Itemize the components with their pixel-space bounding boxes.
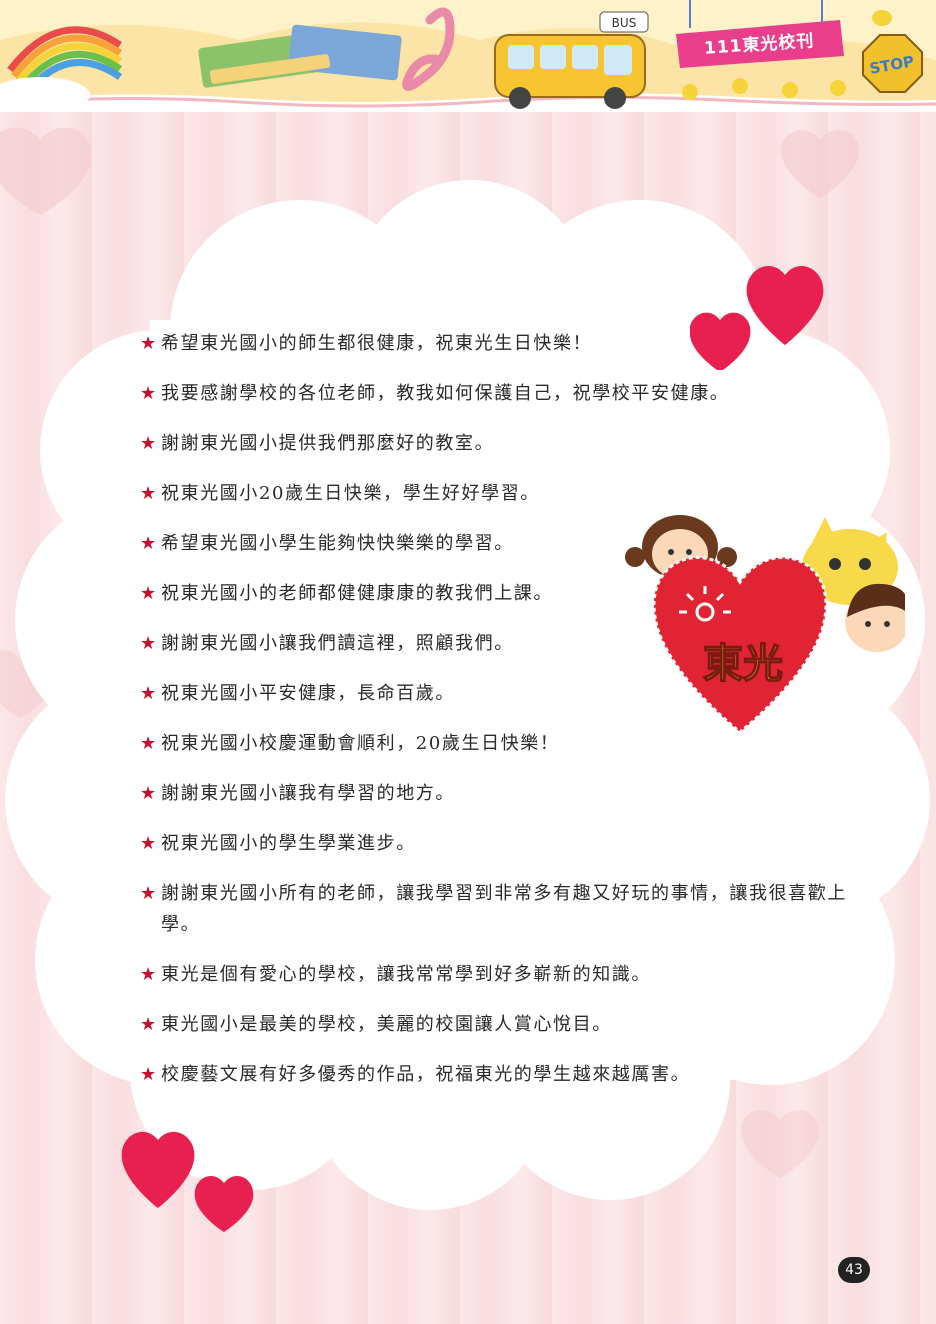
message-item: ★ 謝謝東光國小讓我們讀這裡，照顧我們。 <box>140 628 860 659</box>
message-item: ★ 校慶藝文展有好多優秀的作品，祝福東光的學生越來越厲害。 <box>140 1059 860 1090</box>
star-icon: ★ <box>140 733 158 754</box>
message-text: 祝東光國小校慶運動會順利，20歲生日快樂！ <box>161 733 560 754</box>
message-text: 希望東光國小的師生都很健康，祝東光生日快樂！ <box>161 333 593 354</box>
message-text: 謝謝東光國小所有的老師，讓我學習到非常多有趣又好玩的事情，讓我很喜歡上學。 <box>161 883 847 935</box>
issue-banner: 111東光校刊 <box>674 22 844 62</box>
star-icon: ★ <box>140 783 158 804</box>
message-text: 祝東光國小的老師都健健康康的教我們上課。 <box>161 583 553 604</box>
mascot-badge: 東光 <box>625 515 905 734</box>
star-icon: ★ <box>140 833 158 854</box>
message-item: ★ 祝東光國小平安健康，長命百歲。 <box>140 678 860 709</box>
message-item: ★ 祝東光國小的學生學業進步。 <box>140 828 860 859</box>
message-item: ★ 謝謝東光國小讓我有學習的地方。 <box>140 778 860 809</box>
message-text: 祝東光國小的學生學業進步。 <box>161 833 416 854</box>
message-text: 我要感謝學校的各位老師，教我如何保護自己，祝學校平安健康。 <box>161 383 730 404</box>
message-text: 謝謝東光國小讓我們讀這裡，照顧我們。 <box>161 633 514 654</box>
star-icon: ★ <box>140 533 158 554</box>
boy-icon <box>845 583 905 652</box>
message-item: ★ 希望東光國小的師生都很健康，祝東光生日快樂！ <box>140 328 860 359</box>
star-icon: ★ <box>140 683 158 704</box>
hearts-bottom-left <box>121 1131 254 1232</box>
message-list: ★ 希望東光國小的師生都很健康，祝東光生日快樂！ ★ 我要感謝學校的各位老師，教我如何… <box>140 328 860 1109</box>
message-item: ★ 希望東光國小學生能夠快快樂樂的學習。 <box>140 528 860 559</box>
message-item: ★ 祝東光國小校慶運動會順利，20歲生日快樂！ <box>140 728 860 759</box>
faint-heart-icon <box>0 127 92 215</box>
message-text: 祝東光國小20歲生日快樂，學生好好學習。 <box>161 483 540 504</box>
svg-text:東光: 東光 <box>703 641 783 687</box>
heart-icon <box>746 265 824 345</box>
star-icon: ★ <box>140 383 158 404</box>
message-text: 東光國小是最美的學校，美麗的校園讓人賞心悅目。 <box>161 1014 612 1035</box>
star-icon: ★ <box>140 433 158 454</box>
message-text: 校慶藝文展有好多優秀的作品，祝福東光的學生越來越厲害。 <box>161 1064 691 1085</box>
star-icon: ★ <box>140 583 158 604</box>
star-icon: ★ <box>140 483 158 504</box>
heart-icon <box>690 312 751 370</box>
svg-text:BUS: BUS <box>612 16 637 30</box>
message-item: ★ 謝謝東光國小提供我們那麼好的教室。 <box>140 428 860 459</box>
message-text: 謝謝東光國小提供我們那麼好的教室。 <box>161 433 495 454</box>
message-item: ★ 祝東光國小20歲生日快樂，學生好好學習。 <box>140 478 860 509</box>
header-illustration: BUS STOP <box>0 0 936 112</box>
message-item: ★ 祝東光國小的老師都健健康康的教我們上課。 <box>140 578 860 609</box>
faint-heart-icon <box>780 129 860 198</box>
heart-badge-icon <box>652 556 828 734</box>
star-icon: ★ <box>140 633 158 654</box>
cloud-icon <box>0 77 90 112</box>
message-text: 謝謝東光國小讓我有學習的地方。 <box>161 783 455 804</box>
sun-icon <box>679 586 731 622</box>
school-bus-icon: BUS <box>494 11 649 109</box>
message-text: 東光是個有愛心的學校，讓我常常學到好多嶄新的知識。 <box>161 964 651 985</box>
duck-icon <box>872 10 892 26</box>
message-item: ★ 東光是個有愛心的學校，讓我常常學到好多嶄新的知識。 <box>140 959 860 990</box>
heart-icon <box>121 1131 195 1208</box>
heart-icon <box>194 1175 254 1232</box>
star-icon: ★ <box>140 883 158 904</box>
message-item: ★ 東光國小是最美的學校，美麗的校園讓人賞心悅目。 <box>140 1009 860 1040</box>
star-icon: ★ <box>140 1064 158 1085</box>
star-icon: ★ <box>140 1014 158 1035</box>
star-icon: ★ <box>140 333 158 354</box>
hearts-top-right <box>690 265 824 370</box>
message-text: 希望東光國小學生能夠快快樂樂的學習。 <box>161 533 514 554</box>
books-icon <box>198 24 402 88</box>
banner-title: 111東光校刊 <box>703 30 815 59</box>
star-icon: ★ <box>140 964 158 985</box>
page-number: 43 <box>838 1257 870 1283</box>
flowers-icon <box>682 78 846 100</box>
faint-heart-icon <box>740 1109 820 1178</box>
cloud-shape <box>5 180 930 1210</box>
music-note-icon <box>402 7 455 91</box>
message-item: ★ 我要感謝學校的各位老師，教我如何保護自己，祝學校平安健康。 <box>140 378 860 409</box>
stop-sign-icon: STOP <box>862 34 923 93</box>
message-text: 祝東光國小平安健康，長命百歲。 <box>161 683 455 704</box>
message-item: ★ 謝謝東光國小所有的老師，讓我學習到非常多有趣又好玩的事情，讓我很喜歡上學。 <box>140 878 860 940</box>
